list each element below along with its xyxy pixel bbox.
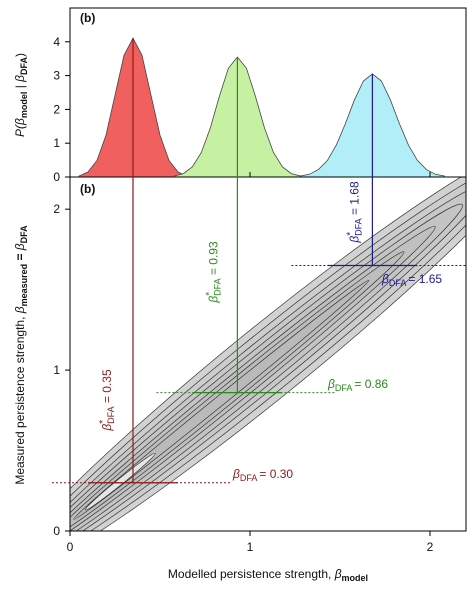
label-part: DFA (353, 218, 363, 236)
estimate-label: β*DFA = 1.68 (345, 181, 363, 244)
label-part: β (206, 296, 220, 304)
x-axis-label: Modelled persistence strength, βmodel (168, 567, 368, 583)
label-part: ) (13, 53, 27, 57)
label-part: β (232, 467, 240, 481)
label-part: DFA (19, 56, 29, 75)
label-part: = 0.93 (206, 241, 220, 278)
label-part: = 0.30 (259, 467, 293, 481)
y-tick-label: 1 (53, 363, 60, 377)
label-part: β (334, 567, 342, 581)
y-tick-label: 0 (53, 524, 60, 538)
y-tick-label: 4 (53, 35, 60, 49)
label-part: Modelled persistence strength, (168, 567, 335, 581)
y-axis-label: Measured persistence strength, βmeasured… (13, 225, 29, 485)
y-tick-label: 2 (53, 102, 60, 116)
y-tick-label: 3 (53, 69, 60, 83)
label-part: * (204, 292, 215, 296)
y-tick-label: 2 (53, 202, 60, 216)
label-part: = 0.86 (354, 377, 388, 391)
label-part: β (347, 236, 361, 244)
label-part: β (13, 75, 27, 83)
label-part: DFA (335, 383, 353, 393)
estimate-label: β*DFA = 0.93 (204, 241, 222, 304)
label-part: β (327, 377, 335, 391)
label-part: = 1.68 (347, 181, 361, 218)
label-part: β (13, 306, 27, 314)
label-part: model (342, 573, 369, 583)
label-part: measured (19, 264, 29, 307)
label-part: * (345, 232, 356, 236)
label-part: Measured persistence strength, (13, 313, 27, 484)
contour-field (70, 177, 466, 531)
label-part: β (381, 272, 389, 286)
label-part: = (13, 250, 27, 264)
label-part: = 0.35 (100, 369, 114, 406)
label-part: β (100, 424, 114, 432)
contour (84, 452, 156, 511)
panel-label: (b) (80, 11, 95, 25)
label-part: β (13, 243, 27, 251)
label-part: | (13, 82, 27, 92)
dfa-label: βDFA = 0.30 (232, 467, 293, 483)
label-part: P( (13, 123, 27, 137)
panel-label: (b) (80, 182, 95, 196)
label-part: β (13, 118, 27, 126)
dfa-label: βDFA = 1.65 (381, 272, 442, 288)
panel-frame (69, 176, 467, 532)
label-part: * (98, 420, 109, 424)
estimate-label: β*DFA = 0.35 (98, 369, 116, 432)
x-tick-label: 2 (427, 540, 434, 554)
x-tick-label: 0 (67, 540, 74, 554)
label-part: DFA (240, 473, 258, 483)
y-tick-label: 0 (53, 170, 60, 184)
label-part: DFA (106, 406, 116, 424)
label-part: DFA (389, 278, 407, 288)
label-part: DFA (19, 225, 29, 244)
x-tick-label: 1 (247, 540, 254, 554)
y-axis-label: P(βmodel | βDFA) (13, 53, 29, 137)
label-part: DFA (212, 278, 222, 296)
y-tick-label: 1 (53, 136, 60, 150)
dfa-label: βDFA = 0.86 (327, 377, 388, 393)
label-part: = 1.65 (408, 272, 442, 286)
label-part: model (19, 92, 29, 119)
